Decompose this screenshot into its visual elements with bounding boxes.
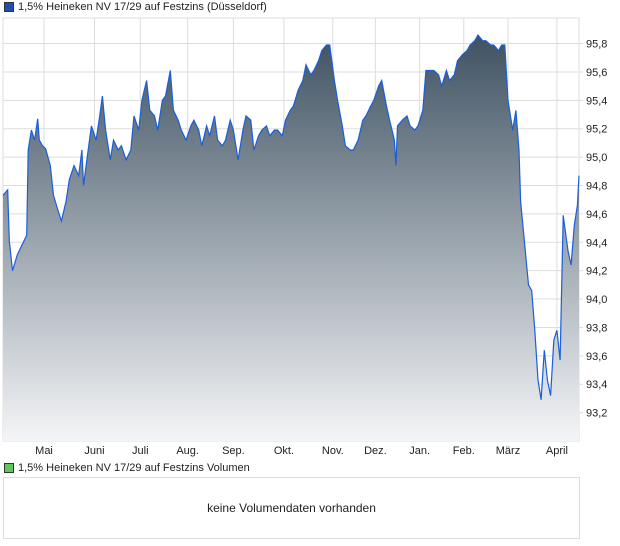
x-tick-label: Feb. (453, 445, 475, 457)
y-tick-label: 94,0 (586, 294, 607, 306)
x-tick-label: Sep. (222, 445, 245, 457)
x-tick-label: Juni (84, 445, 104, 457)
x-tick-label: Mai (35, 445, 53, 457)
price-area (3, 35, 579, 441)
volume-panel: keine Volumendaten vorhanden (3, 477, 580, 539)
x-tick-label: April (546, 445, 568, 457)
price-line (2, 33, 580, 400)
x-tick-label: Nov. (322, 445, 344, 457)
y-tick-label: 94,6 (586, 209, 607, 221)
price-chart: 93,2 93,4 93,6 93,8 94,0 94,2 94,4 94,6 94,8 95,0… (2, 17, 607, 457)
legend-volume-label: 1,5% Heineken NV 17/29 auf Festzins Volu… (18, 462, 250, 474)
x-tick-label: Dez. (364, 445, 387, 457)
y-tick-label: 95,8 (586, 39, 607, 51)
legend-main-label: 1,5% Heineken NV 17/29 auf Festzins (Düs… (18, 1, 267, 13)
x-tick-label: Juli (132, 445, 149, 457)
y-tick-label: 93,6 (586, 351, 607, 363)
legend-main: 1,5% Heineken NV 17/29 auf Festzins (Düs… (4, 1, 267, 13)
y-tick-label: 93,8 (586, 322, 607, 334)
y-tick-label: 95,6 (586, 67, 607, 79)
y-tick-label: 93,4 (586, 379, 607, 391)
x-tick-label: März (496, 445, 520, 457)
y-tick-label: 95,2 (586, 124, 607, 136)
y-tick-label: 93,2 (586, 408, 607, 420)
x-tick-label: Jan. (409, 445, 430, 457)
volume-empty-message: keine Volumendaten vorhanden (207, 501, 376, 515)
legend-volume: 1,5% Heineken NV 17/29 auf Festzins Volu… (4, 462, 250, 474)
y-tick-label: 94,4 (586, 237, 607, 249)
y-tick-label: 95,4 (586, 95, 607, 107)
legend-swatch-green (4, 463, 14, 473)
x-tick-label: Aug. (176, 445, 199, 457)
y-tick-label: 94,8 (586, 180, 607, 192)
y-tick-label: 95,0 (586, 152, 607, 164)
y-tick-label: 94,2 (586, 266, 607, 278)
legend-swatch-blue (4, 2, 14, 12)
x-tick-label: Okt. (274, 445, 294, 457)
